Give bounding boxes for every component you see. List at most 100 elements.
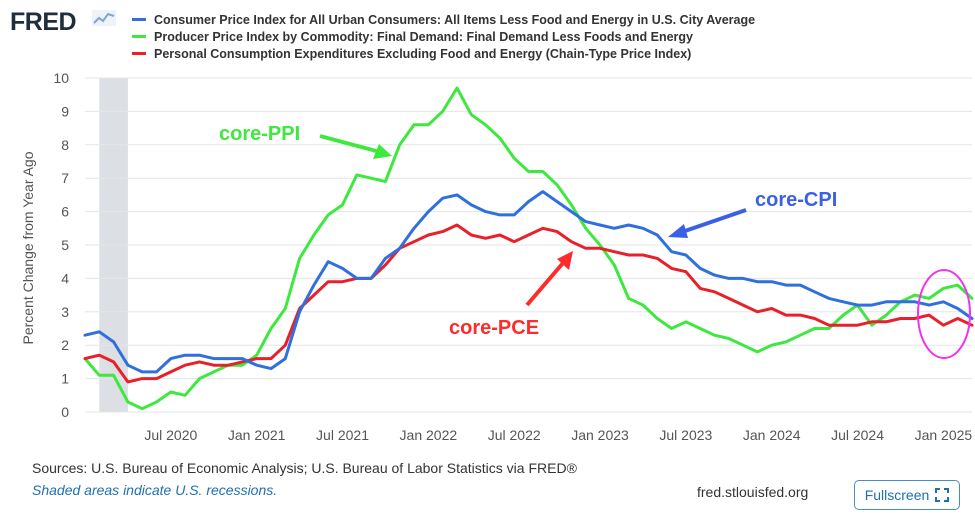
data-point: [899, 317, 902, 320]
data-point: [870, 324, 873, 327]
y-tick-label: 9: [61, 103, 69, 119]
data-point: [513, 240, 516, 243]
data-point: [212, 357, 215, 360]
annotation-arrow-cpi: [681, 208, 747, 234]
data-point: [713, 334, 716, 337]
data-point: [813, 290, 816, 293]
data-point: [370, 177, 373, 180]
data-point: [727, 297, 730, 300]
x-tick-label: Jan 2025: [915, 427, 973, 443]
sources-note: Sources: U.S. Bureau of Economic Analysi…: [32, 460, 577, 476]
data-point: [971, 297, 973, 300]
data-point: [570, 210, 573, 213]
legend-item-cpi[interactable]: Consumer Price Index for All Urban Consu…: [132, 11, 755, 28]
data-point: [956, 307, 959, 310]
data-point: [212, 371, 215, 373]
data-point: [756, 350, 759, 353]
data-point: [870, 320, 873, 323]
data-point: [756, 310, 759, 313]
data-point: [556, 183, 559, 186]
data-point: [141, 407, 144, 410]
data-point: [127, 364, 129, 367]
x-tick-label: Jul 2023: [659, 427, 712, 443]
x-tick-label: Jan 2023: [571, 427, 629, 443]
data-point: [127, 401, 129, 403]
data-point: [98, 374, 101, 377]
data-point: [241, 361, 244, 363]
data-point: [155, 371, 158, 373]
data-point: [184, 394, 187, 397]
data-point: [856, 304, 859, 307]
data-point: [785, 314, 787, 317]
data-point: [184, 364, 187, 367]
data-point: [971, 324, 973, 327]
y-tick-label: 8: [61, 137, 69, 153]
data-point: [527, 170, 530, 173]
y-tick-label: 3: [61, 304, 69, 320]
fullscreen-button[interactable]: Fullscreen: [854, 480, 960, 510]
data-point: [842, 300, 845, 303]
data-point: [527, 234, 530, 236]
data-point: [870, 304, 873, 307]
data-point: [341, 267, 344, 270]
legend-label-ppi: Producer Price Index by Commodity: Final…: [154, 29, 693, 44]
data-point: [799, 284, 802, 286]
data-point: [112, 340, 115, 343]
y-axis-label: Percent Change from Year Ago: [20, 151, 36, 344]
legend-item-ppi[interactable]: Producer Price Index by Commodity: Final…: [132, 28, 755, 45]
data-point: [599, 247, 601, 250]
data-point: [355, 277, 358, 280]
data-point: [398, 247, 401, 250]
data-point: [770, 307, 773, 310]
data-point: [584, 247, 587, 250]
x-tick-label: Jan 2024: [743, 427, 801, 443]
data-point: [928, 297, 930, 300]
data-point: [899, 300, 902, 303]
data-point: [484, 237, 487, 240]
data-point: [727, 337, 730, 340]
site-url[interactable]: fred.stlouisfed.org: [697, 484, 809, 500]
legend-label-pce: Personal Consumption Expenditures Exclud…: [154, 46, 692, 61]
data-point: [799, 334, 802, 337]
data-point: [212, 364, 215, 367]
y-tick-label: 6: [61, 204, 69, 220]
data-point: [699, 267, 702, 270]
y-tick-label: 0: [61, 404, 69, 420]
data-point: [198, 354, 201, 357]
data-point: [227, 357, 229, 360]
recession-note[interactable]: Shaded areas indicate U.S. recessions.: [32, 482, 278, 498]
data-point: [127, 381, 129, 383]
data-point: [613, 264, 616, 266]
data-point: [699, 327, 702, 330]
data-point: [670, 250, 673, 253]
data-point: [541, 227, 544, 230]
data-point: [556, 230, 559, 233]
data-point: [828, 324, 830, 327]
legend-item-pce[interactable]: Personal Consumption Expenditures Exclud…: [132, 45, 755, 62]
data-point: [770, 344, 773, 347]
annotation-core-pce: core-PCE: [449, 317, 539, 339]
data-point: [498, 214, 501, 216]
data-point: [627, 297, 630, 300]
data-point: [942, 300, 945, 303]
line-graph-icon: [92, 10, 116, 26]
data-point: [756, 280, 759, 283]
data-point: [742, 277, 744, 280]
fred-logo[interactable]: FRED: [10, 8, 77, 36]
chart-plot-area[interactable]: 0 1 2 3 4 5 6 7 8 9 10 Jul 2020 Jan 2021 Jul 2021 Jan…: [0, 60, 975, 455]
data-point: [570, 240, 573, 243]
chart-header: FRED Consumer Price Index for All Urban …: [0, 0, 975, 66]
data-point: [255, 364, 258, 367]
data-point: [169, 391, 172, 393]
data-point: [384, 180, 387, 183]
data-point: [742, 304, 744, 307]
data-point: [413, 123, 415, 126]
y-tick-label: 10: [53, 70, 69, 86]
data-point: [341, 204, 344, 206]
data-point: [270, 367, 272, 370]
data-point: [441, 197, 444, 200]
data-point: [498, 234, 501, 236]
data-point: [928, 314, 930, 317]
data-point: [670, 267, 673, 270]
data-point: [656, 257, 659, 260]
